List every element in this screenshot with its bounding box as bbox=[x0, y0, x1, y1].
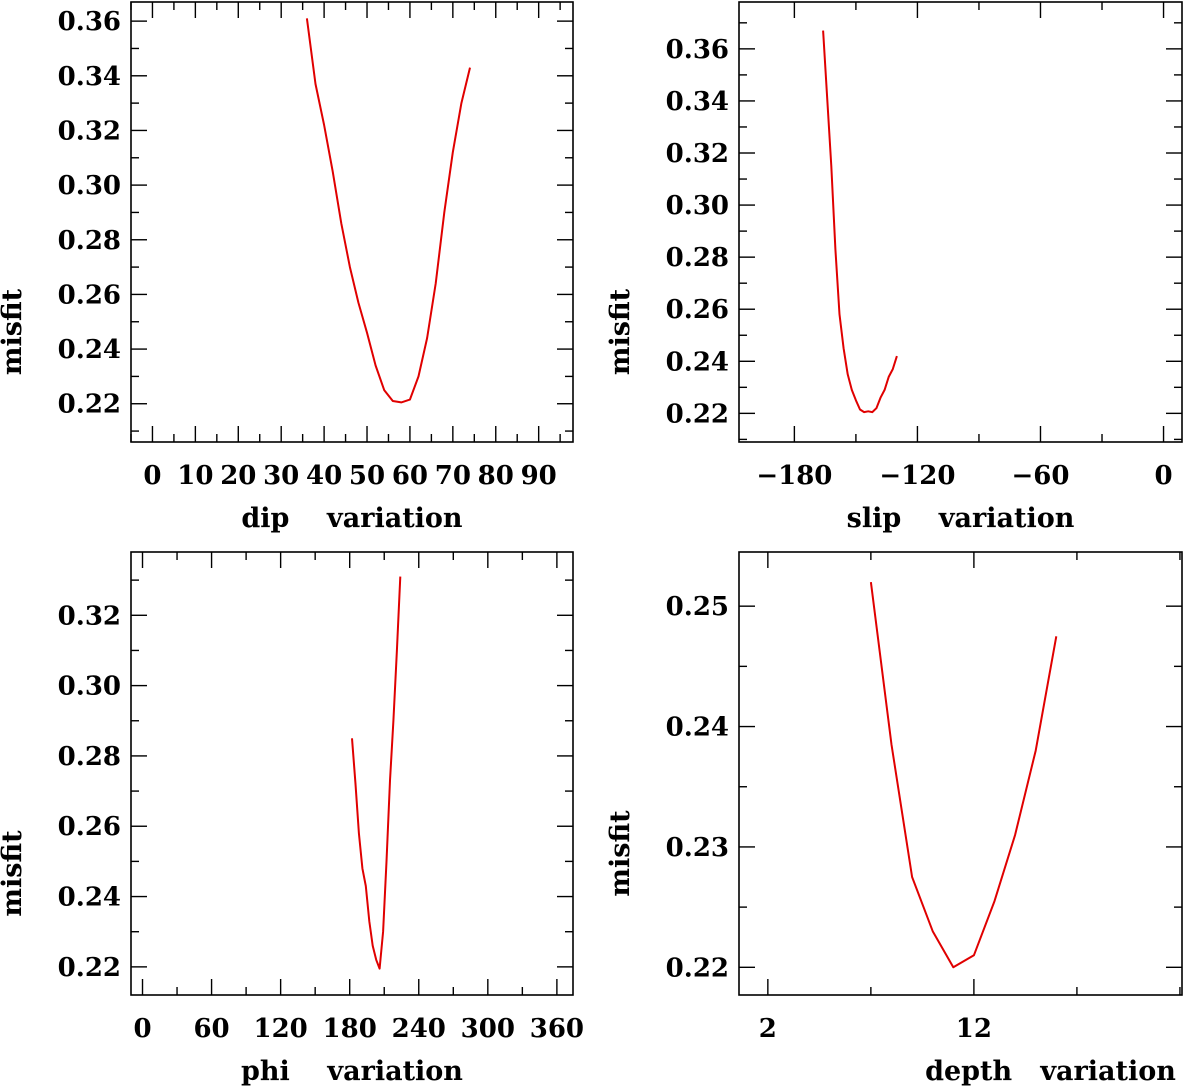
x-axis-label: depth variation bbox=[925, 1056, 1176, 1086]
x-tick-label: 10 bbox=[177, 461, 213, 491]
depth-panel: 2 12 0.22 0.23 0.24 0.25 depth variation misfit bbox=[605, 551, 1183, 1086]
misfit-curve bbox=[822, 30, 898, 414]
plot-frame bbox=[738, 1, 1183, 443]
x-tick-label: 90 bbox=[521, 461, 557, 491]
y-tick-label: 0.30 bbox=[666, 191, 729, 221]
x-tick-label: 120 bbox=[253, 1014, 307, 1044]
x-tick-label: 50 bbox=[349, 461, 385, 491]
x-tick-label: 70 bbox=[435, 461, 471, 491]
slip-panel: −180 −120 −60 0 0.22 0.24 0.26 0.28 0.30 0.32 0.34… bbox=[605, 1, 1183, 534]
y-tick-label: 0.30 bbox=[58, 672, 121, 702]
dip-panel: 0 10 20 30 40 50 60 70 80 90 0.22 0.24 0.26 0.28 0.30 0… bbox=[0, 1, 574, 534]
y-tick-label: 0.28 bbox=[58, 742, 121, 772]
y-tick-label: 0.26 bbox=[58, 280, 121, 310]
y-tick-label: 0.34 bbox=[666, 87, 729, 117]
x-tick-label: 2 bbox=[759, 1014, 777, 1044]
y-tick-label: 0.22 bbox=[58, 953, 121, 983]
x-tick-label: 20 bbox=[220, 461, 256, 491]
x-tick-label: 60 bbox=[392, 461, 428, 491]
y-tick-label: 0.32 bbox=[58, 116, 121, 146]
x-axis-label: dip variation bbox=[241, 503, 463, 534]
y-tick-label: 0.24 bbox=[58, 335, 121, 365]
y-tick-label: 0.24 bbox=[666, 713, 729, 743]
y-tick-label: 0.30 bbox=[58, 171, 121, 201]
y-tick-label: 0.28 bbox=[666, 243, 729, 273]
x-tick-label: 12 bbox=[956, 1014, 992, 1044]
y-tick-label: 0.32 bbox=[666, 139, 729, 169]
y-tick-label: 0.24 bbox=[58, 883, 121, 913]
x-tick-label: 0 bbox=[143, 461, 161, 491]
x-tick-label: 300 bbox=[461, 1014, 515, 1044]
y-tick-label: 0.25 bbox=[666, 592, 729, 622]
y-tick-label: 0.36 bbox=[58, 7, 121, 37]
y-axis-label: misfit bbox=[605, 288, 636, 375]
y-tick-label: 0.22 bbox=[58, 390, 121, 420]
y-axis-label: misfit bbox=[0, 288, 28, 375]
y-axis-label: misfit bbox=[605, 810, 636, 897]
misfit-curve bbox=[869, 581, 1058, 969]
y-tick-label: 0.23 bbox=[666, 833, 729, 863]
x-tick-label: 180 bbox=[323, 1014, 377, 1044]
misfit-curve bbox=[351, 576, 402, 970]
y-tick-label: 0.26 bbox=[666, 295, 729, 325]
y-tick-label: 0.36 bbox=[666, 35, 729, 65]
y-tick-label: 0.22 bbox=[666, 399, 729, 429]
x-tick-label: 30 bbox=[263, 461, 299, 491]
y-tick-label: 0.24 bbox=[666, 347, 729, 377]
y-tick-label: 0.32 bbox=[58, 601, 121, 631]
plot-frame bbox=[130, 551, 574, 996]
x-tick-label: −120 bbox=[879, 461, 955, 491]
y-tick-label: 0.28 bbox=[58, 226, 121, 256]
y-tick-label: 0.26 bbox=[58, 812, 121, 842]
x-tick-label: 0 bbox=[133, 1014, 151, 1044]
y-tick-label: 0.34 bbox=[58, 62, 121, 92]
x-tick-label: 0 bbox=[1154, 461, 1172, 491]
misfit-curve bbox=[305, 18, 471, 404]
x-tick-label: 360 bbox=[530, 1014, 584, 1044]
x-tick-label: 240 bbox=[392, 1014, 446, 1044]
phi-panel: 0 60 120 180 240 300 360 0.22 0.24 0.26 0.28 0.30 0.… bbox=[0, 551, 584, 1086]
x-tick-label: 40 bbox=[306, 461, 342, 491]
y-axis-label: misfit bbox=[0, 830, 28, 917]
x-tick-label: 60 bbox=[193, 1014, 229, 1044]
plot-frame bbox=[130, 1, 574, 443]
x-tick-label: −180 bbox=[756, 461, 832, 491]
y-tick-label: 0.22 bbox=[666, 953, 729, 983]
x-axis-label: phi variation bbox=[241, 1056, 463, 1086]
x-axis-label: slip variation bbox=[847, 503, 1075, 534]
plot-frame bbox=[738, 551, 1183, 996]
x-tick-label: 80 bbox=[478, 461, 514, 491]
x-tick-label: −60 bbox=[1012, 461, 1070, 491]
